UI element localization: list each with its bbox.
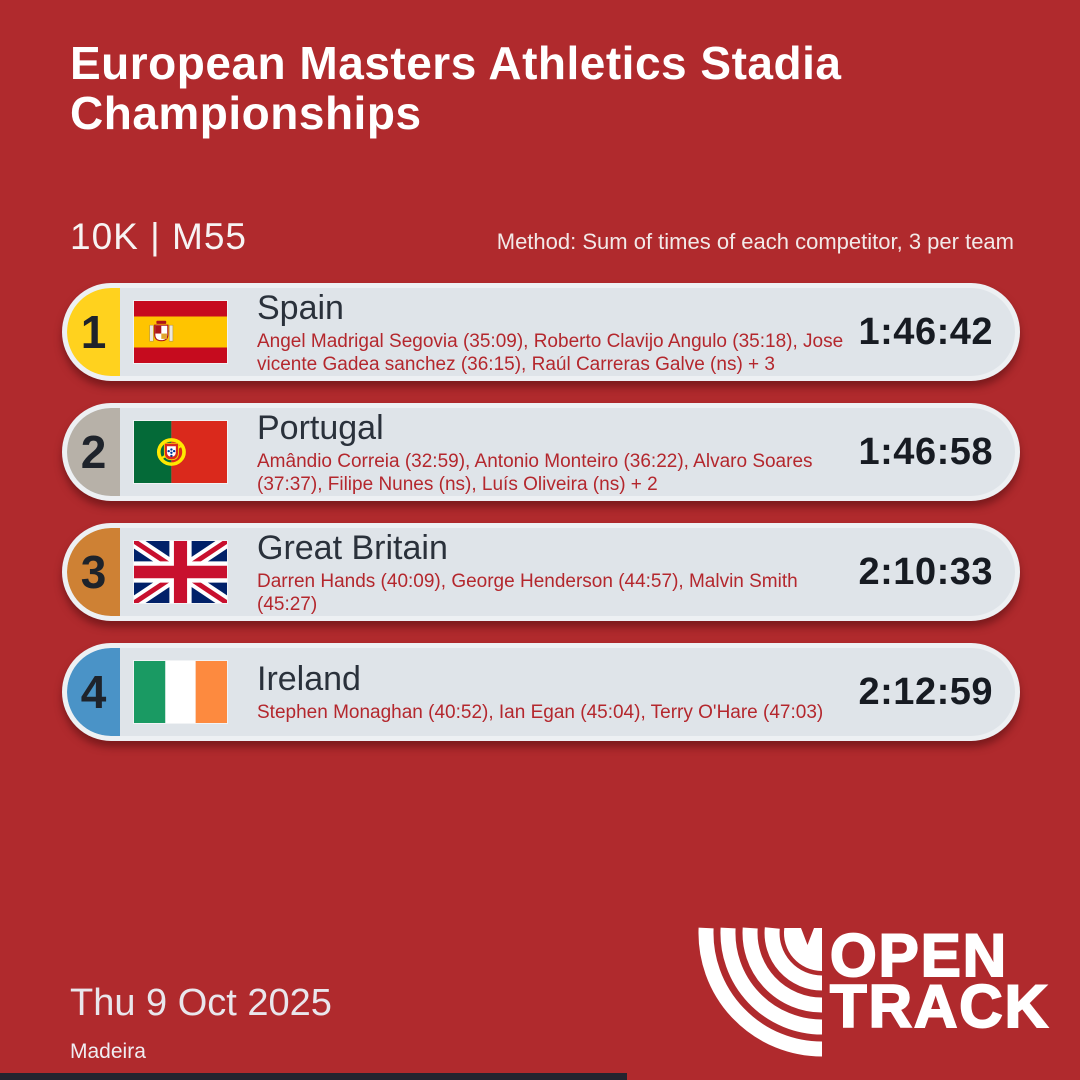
event-venue: Madeira bbox=[70, 1040, 146, 1063]
bottom-progress-bar bbox=[0, 1073, 627, 1080]
rank-badge: 1 bbox=[67, 288, 120, 376]
spain-flag bbox=[134, 301, 227, 363]
team-time: 1:46:42 bbox=[858, 310, 993, 353]
row-content: Spain Angel Madrigal Segovia (35:09), Ro… bbox=[257, 289, 853, 376]
row-content: Ireland Stephen Monaghan (40:52), Ian Eg… bbox=[257, 660, 853, 724]
result-row-2: 2 Portugal Amândio bbox=[62, 403, 1020, 501]
result-row-4: 4 Ireland Stephen Monaghan (40:52), Ian … bbox=[62, 643, 1020, 741]
rank-badge: 3 bbox=[67, 528, 120, 616]
rank-number: 2 bbox=[80, 426, 107, 478]
rank-badge: 2 bbox=[67, 408, 120, 496]
logo-word-track: TRACK bbox=[829, 973, 1050, 1040]
rank-number: 4 bbox=[80, 666, 107, 718]
team-name: Great Britain bbox=[257, 528, 448, 567]
team-name: Spain bbox=[257, 288, 344, 327]
rank-number: 3 bbox=[80, 546, 107, 598]
team-name: Ireland bbox=[257, 660, 361, 698]
logo-word-open: OPEN bbox=[829, 922, 1009, 989]
result-row-3: 3 Great Britain Darren Hands (40:09), Ge… bbox=[62, 523, 1020, 621]
portugal-flag bbox=[134, 421, 227, 483]
rank-number: 1 bbox=[80, 306, 107, 358]
result-row-1: 1 Spain Angel Madrigal Segovia (35:09), … bbox=[62, 283, 1020, 381]
method-label: Method: Sum of times of each competitor,… bbox=[496, 229, 1014, 254]
opentrack-track-arcs-icon bbox=[690, 924, 823, 1063]
team-time: 2:10:33 bbox=[858, 550, 993, 593]
athletes-list: Stephen Monaghan (40:52), Ian Egan (45:0… bbox=[257, 702, 824, 723]
event-date: Thu 9 Oct 2025 bbox=[70, 982, 332, 1024]
team-time: 1:46:58 bbox=[858, 430, 993, 473]
page-title: European Masters Athletics Stadia Champi… bbox=[70, 37, 842, 139]
opentrack-wordmark: OPEN TRACK bbox=[829, 922, 1050, 1040]
great-britain-flag bbox=[134, 541, 227, 603]
opentrack-logo: OPEN TRACK bbox=[690, 922, 1050, 1062]
event-label: 10K | M55 bbox=[70, 216, 247, 257]
team-name: Portugal bbox=[257, 408, 384, 447]
row-content: Portugal Amândio Correia (32:59), Antoni… bbox=[257, 409, 853, 496]
team-time: 2:12:59 bbox=[858, 670, 993, 713]
ireland-flag bbox=[134, 661, 227, 723]
row-content: Great Britain Darren Hands (40:09), Geor… bbox=[257, 529, 853, 616]
rank-badge: 4 bbox=[67, 648, 120, 736]
athletes-list: Angel Madrigal Segovia (35:09), Roberto … bbox=[257, 330, 844, 375]
athletes-list: Amândio Correia (32:59), Antonio Monteir… bbox=[257, 450, 813, 495]
athletes-list: Darren Hands (40:09), George Henderson (… bbox=[257, 570, 798, 615]
